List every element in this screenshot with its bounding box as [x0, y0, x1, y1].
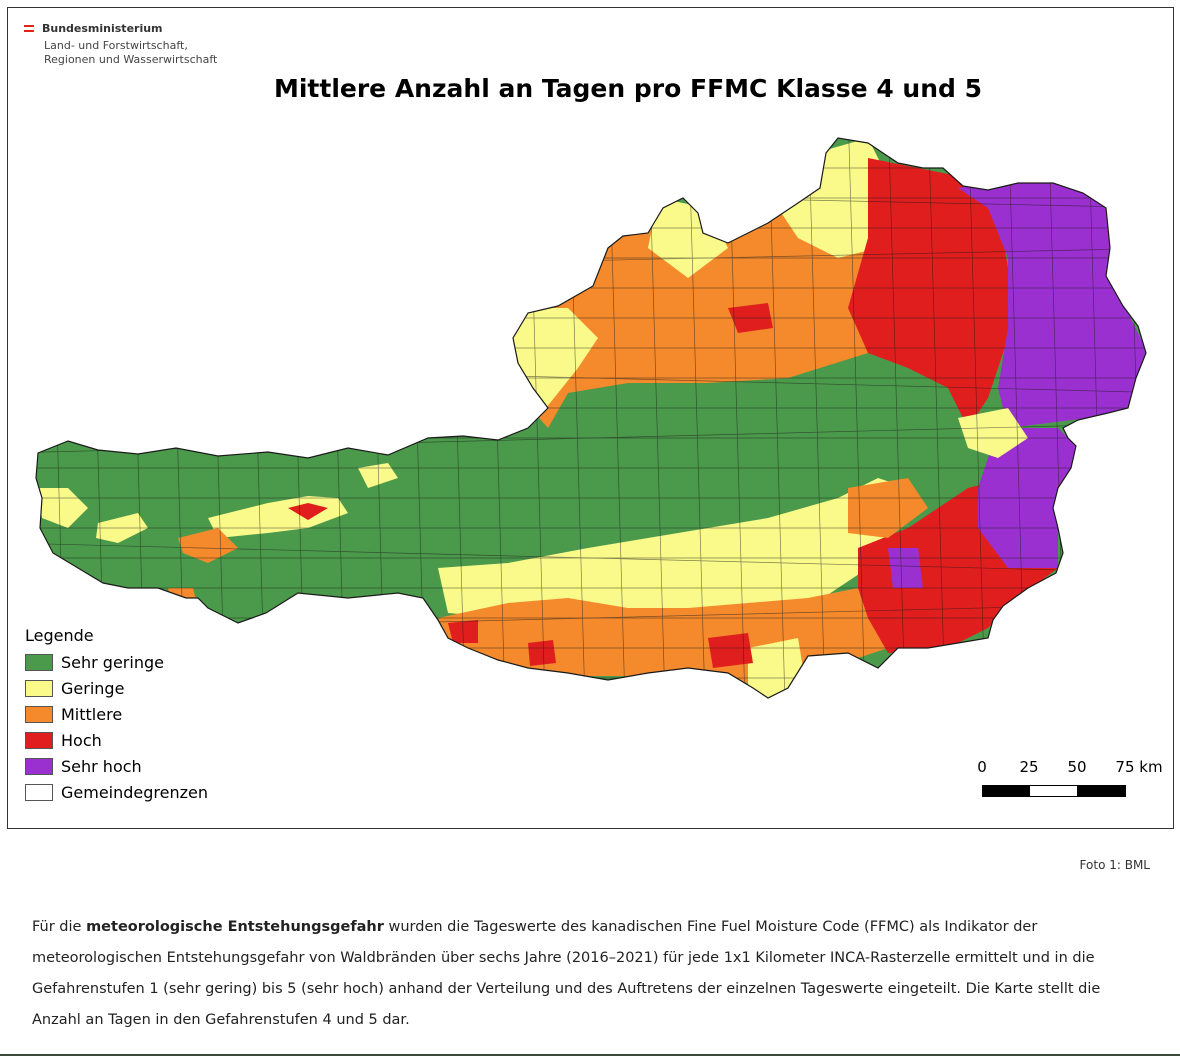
- ministry-line-2: Land- und Forstwirtschaft,: [44, 39, 188, 52]
- legend-swatch: [25, 731, 53, 749]
- caption-text-after: wurden die Tageswerte des kanadischen Fi…: [32, 918, 1101, 1028]
- legend-label: Mittlere: [61, 704, 123, 724]
- map-legend: Legende Sehr geringe Geringe Mittlere Ho…: [25, 626, 208, 805]
- legend-swatch: [25, 705, 53, 723]
- scale-label-75: 75 km: [1115, 758, 1163, 776]
- scale-label-25: 25: [1019, 758, 1039, 776]
- region-geringe-south: [438, 478, 908, 628]
- region-geringe-tyrol-east: [358, 463, 398, 488]
- region-geringe-south-east-pocket: [748, 638, 808, 698]
- legend-item-geringe: Geringe: [25, 675, 208, 701]
- scale-segment-1: [982, 785, 1030, 797]
- austria-map: [35, 137, 1147, 699]
- legend-label: Geringe: [61, 678, 125, 698]
- legend-swatch: [25, 679, 53, 697]
- region-hoch-inntal: [288, 503, 328, 520]
- region-mittlere-tyrol: [178, 528, 238, 563]
- ministry-line-3: Regionen und Wasserwirtschaft: [44, 53, 218, 66]
- legend-item-mittlere: Mittlere: [25, 701, 208, 727]
- legend-swatch: [25, 783, 53, 801]
- bottom-divider: [0, 1054, 1180, 1056]
- legend-label: Hoch: [61, 730, 102, 750]
- region-sehr-hoch-graz-pocket: [888, 548, 923, 588]
- legend-label: Sehr hoch: [61, 756, 142, 776]
- legend-swatch: [25, 757, 53, 775]
- scale-segment-3: [1077, 785, 1126, 797]
- scale-label-0: 0: [977, 758, 987, 776]
- legend-label: Sehr geringe: [61, 652, 164, 672]
- map-figure: Bundesministerium Land- und Forstwirtsch…: [7, 7, 1174, 829]
- legend-item-gemeindegrenzen: Gemeindegrenzen: [25, 779, 208, 805]
- legend-item-hoch: Hoch: [25, 727, 208, 753]
- caption-bold-term: meteorologische Entstehungsgefahr: [86, 918, 384, 935]
- region-hoch-patch-3: [528, 640, 556, 666]
- region-hoch-patch-4: [708, 633, 753, 668]
- caption-text-before: Für die: [32, 918, 87, 935]
- austria-flag-icon: [24, 25, 34, 32]
- scale-label-50: 50: [1067, 758, 1087, 776]
- legend-title: Legende: [25, 626, 94, 645]
- map-title: Mittlere Anzahl an Tagen pro FFMC Klasse…: [273, 74, 983, 103]
- legend-item-sehr-hoch: Sehr hoch: [25, 753, 208, 779]
- region-geringe-vienna-basin: [958, 408, 1028, 458]
- region-mittlere-east: [848, 478, 928, 538]
- scale-segment-2: [1029, 785, 1078, 797]
- legend-item-sehr-geringe: Sehr geringe: [25, 649, 208, 675]
- caption-paragraph: Für die meteorologische Entstehungsgefah…: [32, 912, 1142, 1036]
- scale-bar: 0 25 50 75 km: [972, 758, 1172, 808]
- legend-swatch: [25, 653, 53, 671]
- photo-credit: Foto 1: BML: [1079, 858, 1150, 872]
- region-hoch-north-east: [848, 158, 1008, 428]
- ministry-name: Bundesministerium: [42, 22, 163, 35]
- legend-label: Gemeindegrenzen: [61, 782, 209, 802]
